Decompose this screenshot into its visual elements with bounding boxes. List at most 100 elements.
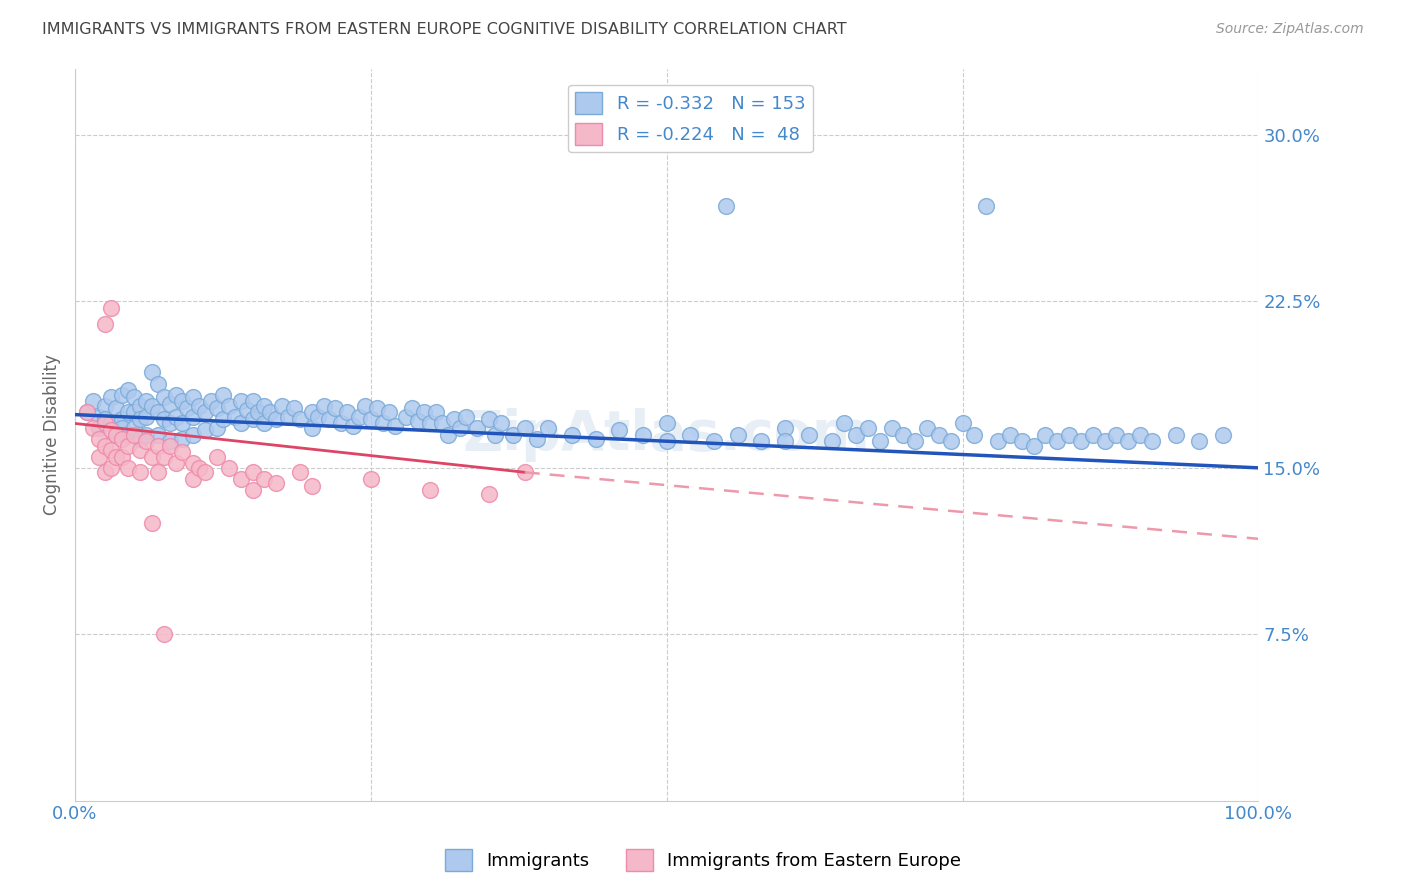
Point xyxy=(419,417,441,431)
Point xyxy=(152,450,174,464)
Point xyxy=(253,417,276,431)
Point xyxy=(205,421,228,435)
Point xyxy=(242,412,264,426)
Point xyxy=(100,423,122,437)
Point xyxy=(100,417,122,431)
Point xyxy=(122,405,145,419)
Point xyxy=(928,427,950,442)
Point xyxy=(194,423,217,437)
Point xyxy=(141,450,163,464)
Point xyxy=(1094,434,1116,449)
Point xyxy=(679,427,702,442)
Point xyxy=(170,417,193,431)
Point xyxy=(135,409,157,424)
Point xyxy=(165,387,187,401)
Point xyxy=(170,432,193,446)
Point xyxy=(318,412,340,426)
Point xyxy=(183,427,205,442)
Point xyxy=(105,401,128,415)
Point xyxy=(194,465,217,479)
Point xyxy=(537,421,560,435)
Text: ZipAtlas.com: ZipAtlas.com xyxy=(463,408,870,461)
Point xyxy=(129,432,152,446)
Point xyxy=(111,387,134,401)
Point xyxy=(152,412,174,426)
Point xyxy=(105,427,128,442)
Point xyxy=(146,439,169,453)
Point xyxy=(395,409,418,424)
Point xyxy=(141,399,163,413)
Point xyxy=(111,432,134,446)
Point xyxy=(146,376,169,391)
Point xyxy=(963,427,986,442)
Point xyxy=(218,399,240,413)
Point xyxy=(513,465,536,479)
Point xyxy=(100,390,122,404)
Point xyxy=(974,199,997,213)
Point xyxy=(235,403,257,417)
Point xyxy=(159,439,181,453)
Point xyxy=(502,427,524,442)
Point xyxy=(1035,427,1057,442)
Text: Source: ZipAtlas.com: Source: ZipAtlas.com xyxy=(1216,22,1364,37)
Point xyxy=(87,432,110,446)
Point xyxy=(288,465,311,479)
Point xyxy=(100,460,122,475)
Point xyxy=(188,399,211,413)
Point xyxy=(146,427,169,442)
Point xyxy=(880,421,903,435)
Point xyxy=(183,472,205,486)
Point xyxy=(141,516,163,531)
Point xyxy=(1140,434,1163,449)
Point xyxy=(489,417,512,431)
Point xyxy=(229,417,252,431)
Point xyxy=(301,421,323,435)
Point xyxy=(111,421,134,435)
Legend: R = -0.332   N = 153, R = -0.224   N =  48: R = -0.332 N = 153, R = -0.224 N = 48 xyxy=(568,85,813,153)
Point xyxy=(325,401,347,415)
Point xyxy=(122,390,145,404)
Point xyxy=(727,427,749,442)
Point xyxy=(253,399,276,413)
Point xyxy=(170,445,193,459)
Point xyxy=(170,394,193,409)
Point xyxy=(869,434,891,449)
Point xyxy=(183,390,205,404)
Point xyxy=(200,394,222,409)
Point xyxy=(183,457,205,471)
Point xyxy=(821,434,844,449)
Point xyxy=(998,427,1021,442)
Point xyxy=(856,421,879,435)
Point xyxy=(467,421,489,435)
Point xyxy=(1116,434,1139,449)
Point xyxy=(93,465,115,479)
Point xyxy=(152,627,174,641)
Point xyxy=(135,427,157,442)
Point xyxy=(117,460,139,475)
Point xyxy=(159,417,181,431)
Point xyxy=(301,405,323,419)
Point xyxy=(87,421,110,435)
Point xyxy=(264,476,287,491)
Point xyxy=(987,434,1010,449)
Point xyxy=(117,383,139,397)
Point xyxy=(342,418,364,433)
Point xyxy=(360,472,382,486)
Point xyxy=(93,412,115,426)
Point xyxy=(347,409,370,424)
Point xyxy=(773,421,796,435)
Point xyxy=(430,417,453,431)
Point xyxy=(354,399,377,413)
Point xyxy=(165,457,187,471)
Point xyxy=(218,460,240,475)
Point xyxy=(1105,427,1128,442)
Point xyxy=(513,421,536,435)
Point xyxy=(401,401,423,415)
Point xyxy=(1057,427,1080,442)
Point xyxy=(76,405,98,419)
Point xyxy=(585,432,607,446)
Point xyxy=(609,423,631,437)
Point xyxy=(212,387,235,401)
Point xyxy=(135,434,157,449)
Text: IMMIGRANTS VS IMMIGRANTS FROM EASTERN EUROPE COGNITIVE DISABILITY CORRELATION CH: IMMIGRANTS VS IMMIGRANTS FROM EASTERN EU… xyxy=(42,22,846,37)
